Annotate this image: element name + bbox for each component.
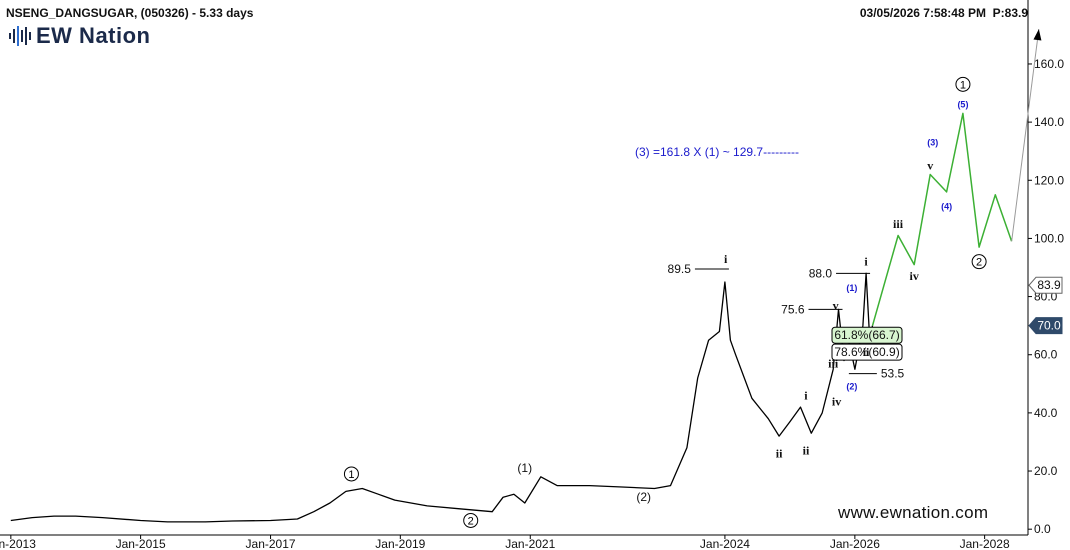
wave-label: ii bbox=[863, 345, 870, 359]
y-tick-label: 60.0 bbox=[1034, 348, 1058, 362]
wave-label: (3) bbox=[927, 137, 938, 147]
price-tag-label: 70.0 bbox=[1037, 319, 1061, 333]
wave-label: v bbox=[927, 159, 933, 173]
price-label: 89.5 bbox=[668, 262, 692, 276]
wave-label: (2) bbox=[846, 382, 857, 392]
price-tag-label: 83.9 bbox=[1037, 278, 1061, 292]
wave-label: ii bbox=[803, 444, 810, 458]
chart-timestamp: 03/05/2026 7:58:48 PM P:83.9 bbox=[860, 6, 1028, 20]
y-tick-label: 20.0 bbox=[1034, 464, 1058, 478]
wave-label: iv bbox=[832, 394, 841, 408]
wave-label: iii bbox=[828, 356, 839, 370]
projection-arrow-line bbox=[1011, 29, 1040, 242]
price-tag-box bbox=[1028, 276, 1063, 294]
fib-level-box bbox=[831, 343, 903, 361]
wave-label: iii bbox=[893, 217, 904, 231]
wave-label: v bbox=[833, 298, 839, 312]
projection-series-line bbox=[871, 112, 1013, 326]
logo-text: EW Nation bbox=[36, 23, 151, 48]
wave-label-circle bbox=[343, 466, 359, 482]
price-label: 53.5 bbox=[881, 367, 905, 381]
last-price-text: P:83.9 bbox=[992, 6, 1028, 20]
fib-level-label: 61.8%(66.7) bbox=[834, 328, 899, 342]
y-tick-label: 120.0 bbox=[1034, 173, 1064, 187]
wave-label: 1 bbox=[960, 79, 966, 91]
price-series-line bbox=[10, 272, 874, 523]
y-tick-label: 160.0 bbox=[1034, 57, 1064, 71]
logo-waveform-icon bbox=[9, 26, 31, 46]
wave-label: (4) bbox=[941, 201, 952, 211]
fib-level-label: 78.6%(60.9) bbox=[834, 345, 899, 359]
x-tick-label: Jan-2026 bbox=[830, 537, 880, 550]
x-tick-label: Jan-2021 bbox=[505, 537, 555, 550]
price-tag-box bbox=[1028, 317, 1063, 335]
wave-label: (1) bbox=[846, 283, 857, 293]
x-tick-label: Jan-2017 bbox=[246, 537, 296, 550]
x-tick-label: Jan-2019 bbox=[375, 537, 425, 550]
wave-label: i bbox=[724, 252, 728, 266]
price-label: 75.6 bbox=[781, 302, 805, 316]
wave-label: i bbox=[804, 388, 808, 402]
x-tick-label: Jan-2013 bbox=[0, 537, 36, 550]
y-tick-label: 140.0 bbox=[1034, 115, 1064, 129]
x-tick-label: Jan-2028 bbox=[960, 537, 1010, 550]
fib-level-box bbox=[831, 326, 903, 344]
wave-label: (2) bbox=[636, 490, 651, 504]
logo: EW Nation bbox=[8, 22, 151, 50]
wave-label-circle bbox=[955, 76, 971, 92]
chart-title: NSENG_DANGSUGAR, (050326) - 5.33 days bbox=[6, 6, 254, 20]
price-label: 88.0 bbox=[809, 266, 833, 280]
wave-label-circle bbox=[463, 512, 479, 528]
wave-label: 2 bbox=[468, 515, 474, 527]
website-watermark: www.ewnation.com bbox=[838, 503, 989, 522]
timestamp-text: 03/05/2026 7:58:48 PM bbox=[859, 6, 986, 20]
y-tick-label: 0.0 bbox=[1034, 522, 1051, 536]
y-tick-label: 40.0 bbox=[1034, 406, 1058, 420]
wave-label: (1) bbox=[517, 461, 532, 475]
wave-label: i bbox=[864, 255, 868, 269]
x-tick-label: Jan-2015 bbox=[116, 537, 166, 550]
x-tick-label: Jan-2024 bbox=[700, 537, 750, 550]
wave-label: 2 bbox=[976, 257, 982, 269]
wave-label: iv bbox=[910, 269, 919, 283]
y-tick-label: 100.0 bbox=[1034, 231, 1064, 245]
wave-label-circle bbox=[971, 254, 987, 270]
projection-note: (3) =161.8 X (1) ~ 129.7--------- bbox=[635, 145, 799, 159]
wave-label: 1 bbox=[348, 469, 354, 481]
wave-label: ii bbox=[776, 447, 783, 461]
arrow-head-icon bbox=[1033, 29, 1042, 41]
wave-label: (5) bbox=[957, 100, 968, 110]
